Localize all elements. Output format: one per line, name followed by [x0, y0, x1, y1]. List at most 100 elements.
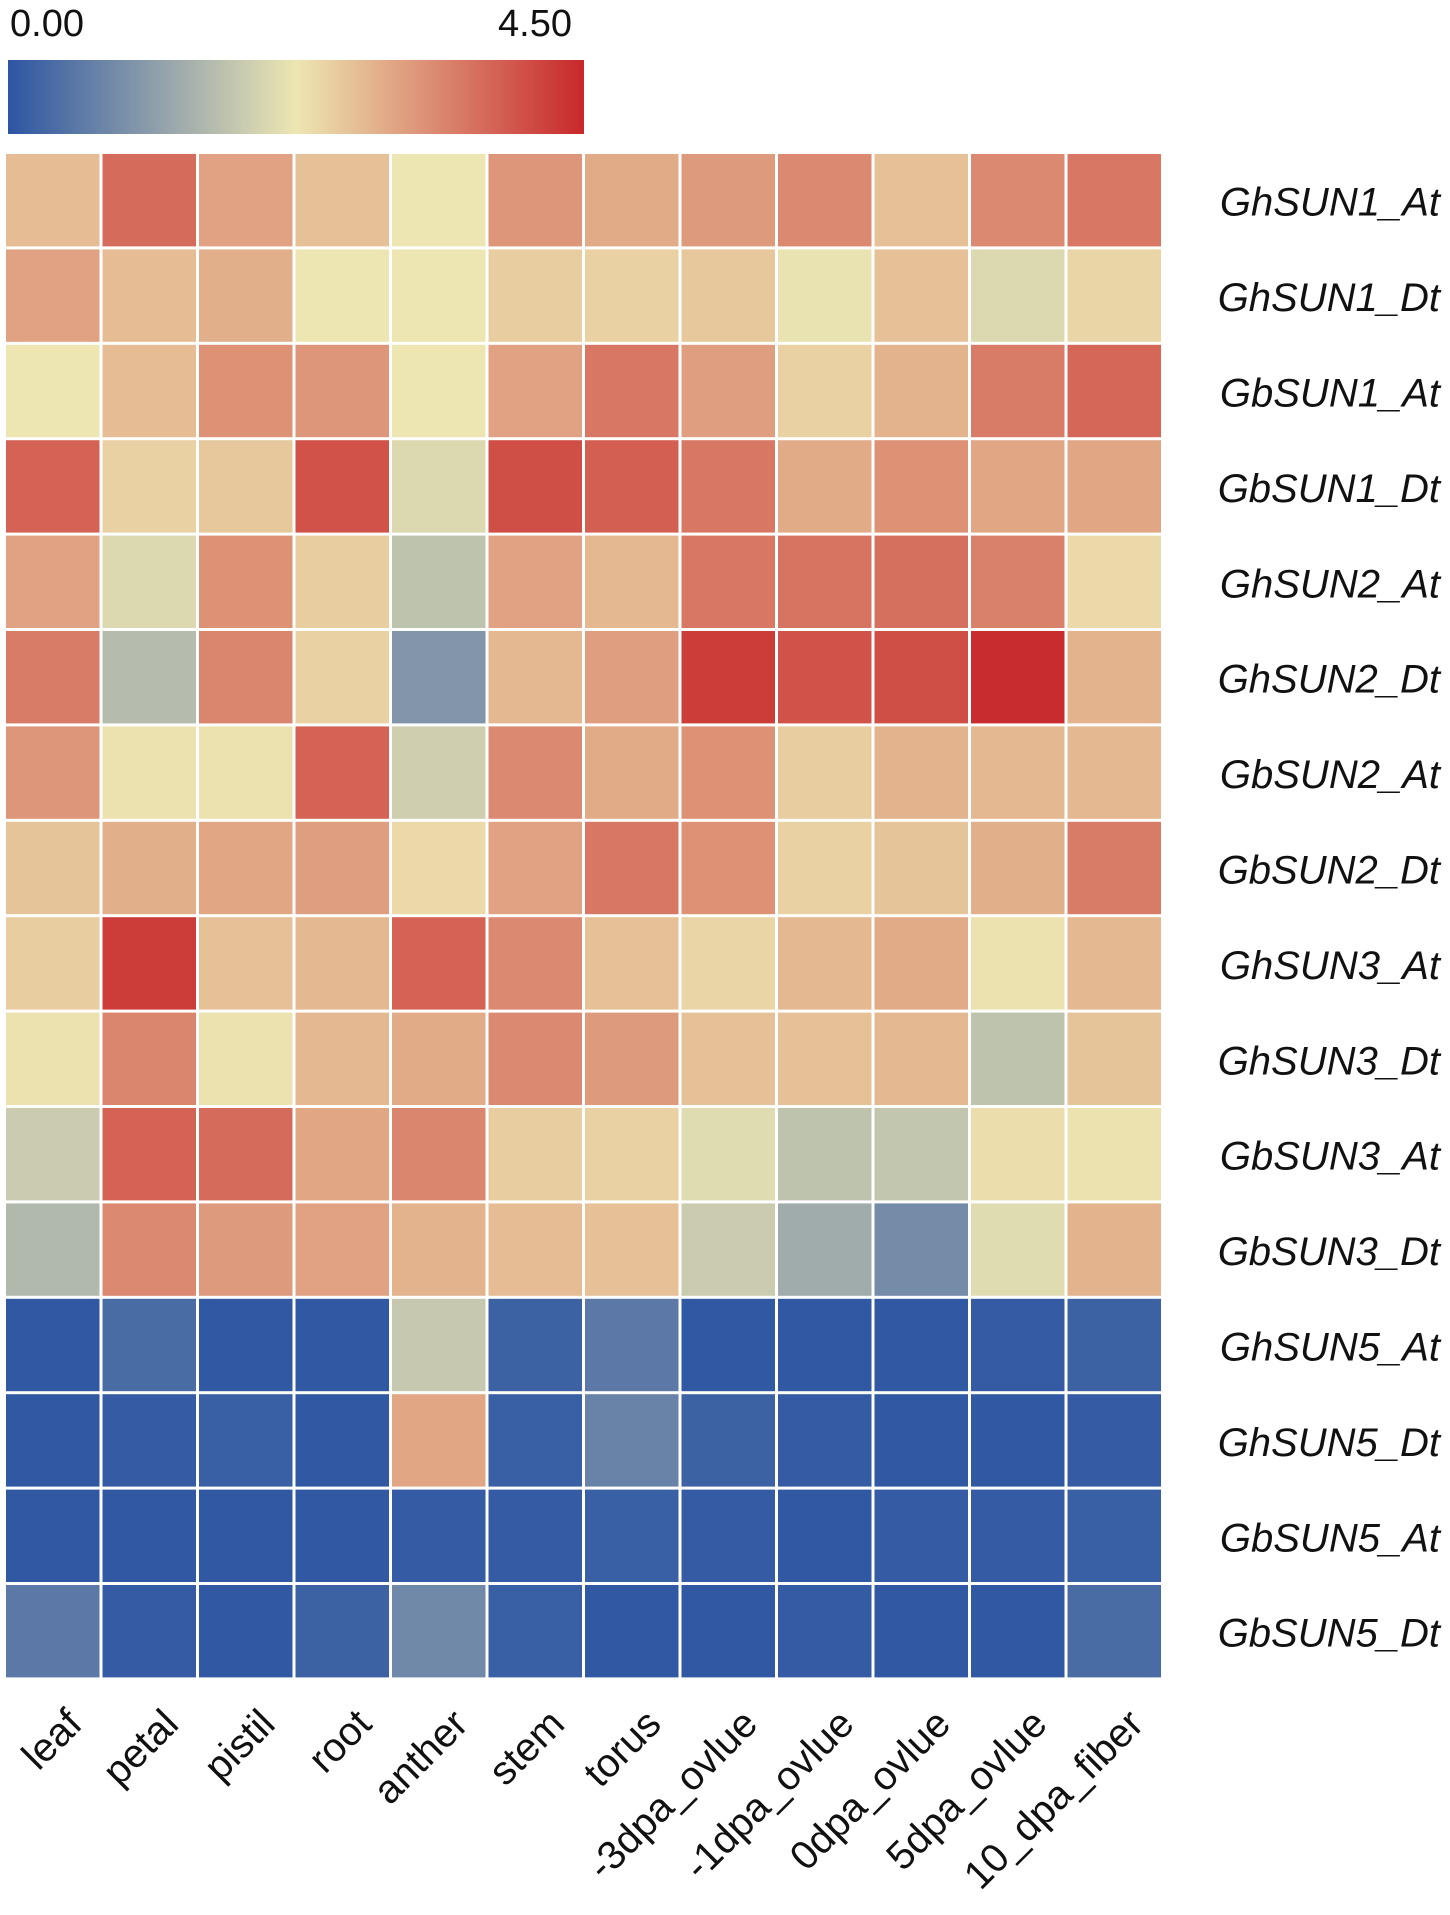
heatmap-cell: [1067, 344, 1161, 438]
heatmap-cell: [6, 821, 100, 915]
heatmap-cell: [392, 1394, 486, 1487]
column-label: leaf: [14, 1701, 91, 1778]
heatmap-cell: [6, 1108, 100, 1201]
heatmap-cell: [392, 917, 486, 1010]
heatmap-cell: [681, 1489, 775, 1582]
heatmap-cell: [392, 249, 486, 342]
column-label: anther: [365, 1701, 476, 1812]
heatmap-cell: [585, 249, 679, 342]
heatmap-cell: [199, 535, 293, 628]
heatmap-cell: [295, 154, 389, 247]
heatmap-cell: [6, 535, 100, 628]
heatmap-cell: [199, 1489, 293, 1582]
color-scale-bar: [8, 60, 584, 134]
heatmap-cell: [199, 726, 293, 819]
heatmap-cell: [6, 1394, 100, 1487]
heatmap-cell: [681, 1298, 775, 1392]
heatmap-cell: [681, 1585, 775, 1678]
row-label: GhSUN3_Dt: [1218, 1039, 1442, 1083]
row-label: GbSUN5_Dt: [1218, 1612, 1442, 1656]
heatmap-cell: [778, 917, 872, 1010]
heatmap-cell: [488, 1203, 582, 1296]
heatmap-cell: [585, 154, 679, 247]
heatmap-cell: [681, 154, 775, 247]
heatmap-cell: [392, 821, 486, 915]
heatmap-cell: [1067, 1394, 1161, 1487]
heatmap-cell: [102, 726, 196, 819]
heatmap-cell: [295, 344, 389, 438]
heatmap-cell: [6, 631, 100, 724]
heatmap-cell: [971, 1298, 1065, 1392]
heatmap-cell: [102, 1394, 196, 1487]
heatmap-cell: [874, 1108, 968, 1201]
heatmap-cell: [295, 821, 389, 915]
heatmap-cell: [102, 917, 196, 1010]
heatmap-cell: [488, 344, 582, 438]
heatmap-cell: [778, 344, 872, 438]
heatmap-cell: [102, 821, 196, 915]
heatmap-cell: [295, 726, 389, 819]
heatmap-cell: [681, 726, 775, 819]
heatmap-cell: [6, 344, 100, 438]
heatmap-cell: [295, 1108, 389, 1201]
heatmap-cell: [585, 726, 679, 819]
heatmap-cell: [1067, 1298, 1161, 1392]
row-label: GhSUN2_Dt: [1218, 658, 1442, 702]
heatmap-cell: [295, 1012, 389, 1105]
column-label: stem: [481, 1701, 573, 1793]
heatmap-cell: [681, 917, 775, 1010]
heatmap-cell: [778, 249, 872, 342]
heatmap-cell: [295, 631, 389, 724]
column-label: pistil: [196, 1701, 284, 1789]
heatmap-cell: [199, 821, 293, 915]
heatmap-cell: [681, 1012, 775, 1105]
heatmap-cell: [681, 1394, 775, 1487]
heatmap-cell: [392, 1585, 486, 1678]
heatmap-cell: [102, 535, 196, 628]
heatmap-cell: [971, 1489, 1065, 1582]
heatmap-cell: [6, 440, 100, 533]
row-labels: GhSUN1_At GhSUN1_Dt GbSUN1_At GbSUN1_Dt GhSU…: [1218, 181, 1442, 1656]
heatmap-cell: [392, 631, 486, 724]
heatmap-cell: [778, 821, 872, 915]
row-label: GbSUN3_At: [1220, 1135, 1442, 1179]
heatmap-cell: [295, 1298, 389, 1392]
heatmap-cell: [1067, 821, 1161, 915]
heatmap-cell: [778, 535, 872, 628]
heatmap-cell: [295, 1203, 389, 1296]
heatmap-cell: [585, 1203, 679, 1296]
heatmap-cell: [199, 1108, 293, 1201]
heatmap-cell: [199, 440, 293, 533]
heatmap-cell: [392, 440, 486, 533]
heatmap-cell: [102, 1489, 196, 1582]
heatmap-cell: [971, 917, 1065, 1010]
heatmap-cell: [199, 154, 293, 247]
heatmap-cell: [295, 249, 389, 342]
heatmap-cell: [874, 249, 968, 342]
heatmap-cell: [199, 631, 293, 724]
heatmap-cell: [971, 631, 1065, 724]
row-label: GhSUN5_Dt: [1218, 1421, 1442, 1465]
heatmap-cell: [585, 1394, 679, 1487]
heatmap-cell: [585, 1012, 679, 1105]
heatmap-cell: [971, 535, 1065, 628]
heatmap-cell: [778, 1585, 872, 1678]
heatmap-cell: [488, 1394, 582, 1487]
heatmap-cell: [585, 1585, 679, 1678]
heatmap-cell: [971, 249, 1065, 342]
row-label: GbSUN1_At: [1220, 372, 1442, 416]
heatmap-cell: [1067, 917, 1161, 1010]
heatmap-cell: [488, 631, 582, 724]
heatmap-cell: [488, 917, 582, 1010]
heatmap-cell: [488, 535, 582, 628]
heatmap-cell: [874, 1394, 968, 1487]
heatmap-cell: [585, 440, 679, 533]
heatmap-cell: [295, 440, 389, 533]
heatmap-cell: [874, 535, 968, 628]
heatmap-cell: [585, 1489, 679, 1582]
heatmap-cell: [392, 1012, 486, 1105]
heatmap-cell: [971, 344, 1065, 438]
heatmap-cell: [778, 154, 872, 247]
heatmap-cell: [971, 440, 1065, 533]
row-label: GhSUN2_At: [1220, 562, 1442, 606]
